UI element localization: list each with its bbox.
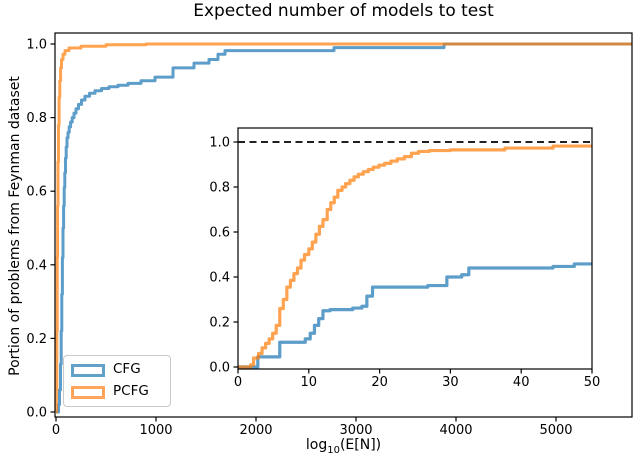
x-axis-label-prefix: log bbox=[305, 437, 328, 453]
inset-x-tick-label: 30 bbox=[442, 375, 459, 390]
inset-y-tick-label: 0.2 bbox=[209, 316, 230, 331]
legend: CFG PCFG bbox=[63, 355, 171, 407]
x-tick-label: 0 bbox=[52, 423, 60, 438]
inset-y-tick-label: 1.0 bbox=[209, 136, 230, 151]
inset-y-tick-label: 0.6 bbox=[209, 226, 230, 241]
x-axis-label-suffix: (E[N]) bbox=[339, 437, 382, 453]
x-axis-label-subscript: 10 bbox=[327, 444, 340, 456]
pcfg-curve-inset bbox=[238, 144, 592, 369]
legend-label-cfg: CFG bbox=[113, 361, 141, 378]
pcfg-swatch-icon bbox=[71, 385, 105, 399]
x-tick-label: 4000 bbox=[439, 423, 472, 438]
legend-label-pcfg: PCFG bbox=[113, 383, 149, 400]
y-axis-label: Portion of problems from Feynman dataset bbox=[7, 76, 23, 376]
inset-x-tick-label: 40 bbox=[513, 375, 530, 390]
x-tick-label: 5000 bbox=[539, 423, 572, 438]
inset-y-tick-label: 0.0 bbox=[209, 361, 230, 376]
inset-x-tick-label: 20 bbox=[371, 375, 388, 390]
x-tick-label: 1000 bbox=[139, 423, 172, 438]
inset-axes-box bbox=[237, 127, 593, 370]
x-axis-label: log10(E[N]) bbox=[55, 437, 632, 456]
inset-y-tick-label: 0.4 bbox=[209, 271, 230, 286]
chart-title: Expected number of models to test bbox=[193, 1, 494, 21]
y-tick-label: 0.8 bbox=[26, 111, 47, 126]
x-tick-label: 2000 bbox=[239, 423, 272, 438]
inset-y-tick-label: 0.8 bbox=[209, 181, 230, 196]
inset-x-tick-label: 50 bbox=[584, 375, 601, 390]
y-tick-label: 0.2 bbox=[26, 332, 47, 347]
inset-background bbox=[238, 128, 592, 369]
y-tick-label: 0.6 bbox=[26, 185, 47, 200]
cfg-curve-main bbox=[56, 42, 632, 414]
x-tick-label: 3000 bbox=[339, 423, 372, 438]
legend-item-cfg: CFG bbox=[71, 363, 163, 377]
cfg-curve-inset bbox=[238, 262, 592, 369]
legend-item-pcfg: PCFG bbox=[71, 385, 163, 399]
inset-x-tick-label: 0 bbox=[234, 375, 242, 390]
y-tick-label: 0.4 bbox=[26, 258, 47, 273]
pcfg-curve-main bbox=[54, 42, 632, 414]
inset-x-tick-label: 10 bbox=[301, 375, 318, 390]
y-tick-label: 0.0 bbox=[26, 406, 47, 421]
cfg-swatch-icon bbox=[71, 363, 105, 377]
y-tick-label: 1.0 bbox=[26, 38, 47, 53]
main-axes-box bbox=[54, 32, 633, 418]
